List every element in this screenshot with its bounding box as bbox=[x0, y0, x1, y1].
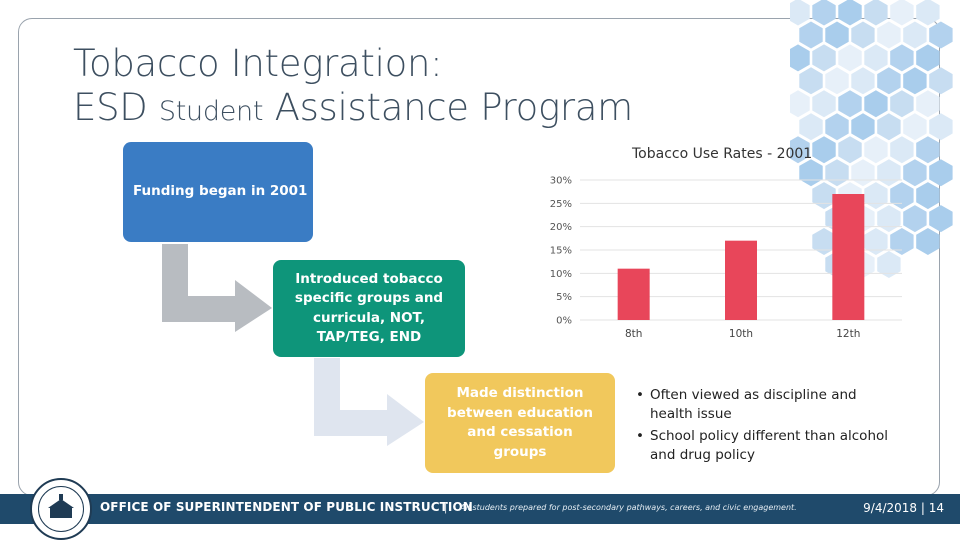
title-line-1: Tobacco Integration: bbox=[73, 42, 443, 85]
hexagon-tile bbox=[877, 251, 901, 278]
step-distinction-box: Made distinction between education and c… bbox=[425, 373, 615, 473]
hexagon-tile bbox=[916, 44, 940, 72]
x-tick-label: 8th bbox=[625, 328, 642, 340]
hexagon-tile bbox=[799, 67, 823, 95]
hexagon-tile bbox=[799, 113, 823, 141]
bar-8th bbox=[617, 268, 650, 320]
hexagon-tile bbox=[812, 0, 836, 26]
footer-separator: | bbox=[444, 500, 448, 514]
note-bullet-1: Often viewed as discipline and health is… bbox=[636, 386, 896, 424]
hexagon-tile bbox=[903, 205, 927, 233]
x-tick-label: 12th bbox=[836, 328, 860, 340]
hexagon-tile bbox=[877, 67, 901, 95]
y-tick-label: 20% bbox=[550, 222, 572, 233]
hexagon-tile bbox=[890, 0, 914, 26]
step-introduced-box: Introduced tobacco specific groups and c… bbox=[273, 260, 465, 357]
hexagon-tile bbox=[790, 90, 810, 118]
hexagon-tile bbox=[916, 182, 940, 210]
hexagon-tile bbox=[903, 159, 927, 187]
title-line-2: ESD Student Assistance Program bbox=[73, 86, 633, 129]
hexagon-tile bbox=[825, 67, 849, 95]
hexagon-tile bbox=[825, 159, 849, 187]
ospi-seal-logo bbox=[30, 478, 92, 540]
hexagon-tile bbox=[851, 113, 875, 141]
hexagon-tile bbox=[825, 113, 849, 141]
hexagon-tile bbox=[903, 67, 927, 95]
hexagon-tile bbox=[877, 113, 901, 141]
arrow-step2-to-step3 bbox=[314, 358, 424, 446]
hexagon-tile bbox=[877, 159, 901, 187]
bar-10th bbox=[725, 240, 757, 320]
slide-title: Tobacco Integration: ESD Student Assista… bbox=[73, 42, 633, 134]
hexagon-tile bbox=[864, 136, 888, 164]
hexagon-tile bbox=[838, 44, 862, 72]
hexagon-tile bbox=[916, 90, 940, 118]
hexagon-tile bbox=[838, 0, 862, 26]
tobacco-use-chart: 0% 5% 10% 15% 20% 25% 30% 8th 10th 12th bbox=[550, 176, 902, 340]
hexagon-tile bbox=[851, 159, 875, 187]
hexagon-tile bbox=[929, 67, 953, 95]
hexagon-tile bbox=[812, 182, 836, 210]
hexagon-tile bbox=[851, 21, 875, 49]
hexagon-tile bbox=[890, 136, 914, 164]
hexagon-tile bbox=[838, 136, 862, 164]
hexagon-tile bbox=[799, 159, 823, 187]
hexagon-tile bbox=[929, 159, 953, 187]
hexagon-tile bbox=[864, 0, 888, 26]
hexagon-tile bbox=[877, 21, 901, 49]
footer-bar bbox=[0, 494, 960, 524]
hexagon-tile bbox=[890, 90, 914, 118]
hexagon-tile bbox=[790, 44, 810, 72]
hexagon-tile bbox=[864, 44, 888, 72]
x-tick-label: 10th bbox=[729, 328, 753, 340]
chart-title: Tobacco Use Rates - 2001 bbox=[632, 146, 813, 162]
hexagon-tile bbox=[812, 228, 836, 255]
step-funding-box: Funding began in 2001 bbox=[123, 142, 313, 242]
hexagon-tile bbox=[864, 182, 888, 210]
hexagon-tile bbox=[838, 90, 862, 118]
hexagon-tile bbox=[916, 228, 940, 255]
hexagon-tile bbox=[929, 113, 953, 141]
y-tick-label: 0% bbox=[556, 316, 572, 327]
hexagon-tile bbox=[916, 0, 940, 26]
hexagon-tile bbox=[812, 44, 836, 72]
footer-org-name: OFFICE OF SUPERINTENDENT OF PUBLIC INSTR… bbox=[100, 500, 473, 514]
hexagon-tile bbox=[825, 21, 849, 49]
hexagon-tile bbox=[916, 136, 940, 164]
y-tick-label: 15% bbox=[550, 246, 572, 257]
note-bullet-2: School policy different than alcohol and… bbox=[636, 427, 896, 465]
hexagon-tile bbox=[799, 21, 823, 49]
arrow-step1-to-step2 bbox=[162, 244, 272, 332]
hexagon-tile bbox=[890, 228, 914, 255]
hexagon-tile bbox=[929, 21, 953, 49]
hexagon-tile bbox=[864, 90, 888, 118]
y-tick-label: 10% bbox=[550, 269, 572, 280]
hexagon-tile bbox=[812, 90, 836, 118]
hexagon-tile bbox=[903, 21, 927, 49]
hexagon-tile bbox=[890, 44, 914, 72]
bar-12th bbox=[832, 194, 865, 320]
notes-list: Often viewed as discipline and health is… bbox=[636, 386, 896, 468]
hexagon-tile bbox=[812, 136, 836, 164]
hexagon-tile bbox=[929, 205, 953, 233]
hexagon-tile bbox=[790, 136, 810, 164]
hexagon-tile bbox=[864, 228, 888, 255]
footer-date-page: 9/4/2018 | 14 bbox=[863, 501, 944, 515]
footer-tagline: All students prepared for post-secondary… bbox=[460, 503, 797, 512]
y-tick-label: 25% bbox=[550, 199, 572, 210]
y-tick-label: 5% bbox=[556, 292, 572, 303]
hexagon-tile bbox=[890, 182, 914, 210]
hexagon-tile bbox=[790, 0, 810, 26]
hexagon-tile bbox=[877, 205, 901, 233]
hexagon-tile bbox=[851, 67, 875, 95]
y-tick-label: 30% bbox=[550, 176, 572, 187]
hexagon-tile bbox=[903, 113, 927, 141]
